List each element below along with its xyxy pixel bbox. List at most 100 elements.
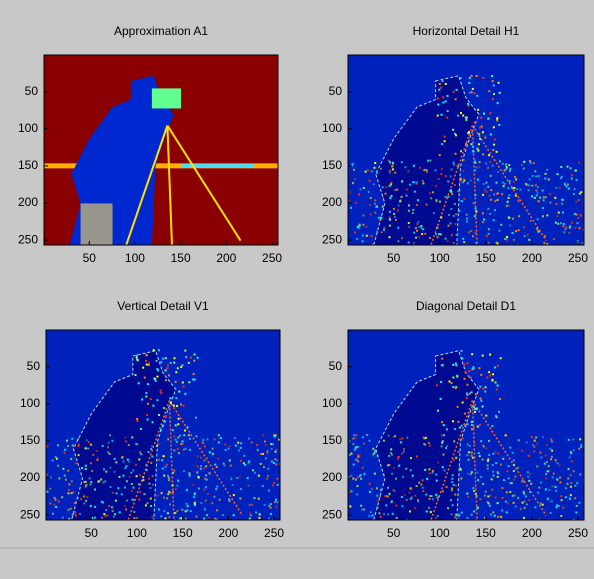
speckle — [263, 503, 266, 506]
speckle — [96, 458, 99, 461]
speckle — [405, 194, 408, 197]
speckle — [545, 473, 548, 476]
speckle — [144, 359, 147, 362]
speckle — [438, 88, 441, 91]
speckle — [437, 495, 440, 498]
speckle — [195, 416, 198, 419]
speckle — [541, 436, 544, 439]
speckle — [203, 508, 206, 511]
speckle — [374, 211, 377, 214]
speckle — [183, 469, 186, 472]
speckle — [523, 492, 526, 495]
speckle — [484, 386, 487, 389]
speckle — [463, 179, 466, 182]
speckle — [492, 470, 495, 473]
speckle — [438, 82, 441, 85]
speckle — [508, 194, 511, 197]
speckle — [528, 479, 531, 482]
speckle — [566, 165, 569, 168]
speckle — [270, 443, 273, 446]
speckle — [394, 188, 397, 191]
speckle — [488, 439, 491, 442]
speckle — [455, 213, 458, 216]
speckle — [488, 454, 491, 457]
speckle — [213, 495, 216, 498]
speckle — [91, 516, 94, 519]
speckle — [492, 148, 495, 151]
speckle — [85, 499, 88, 502]
speckle — [536, 191, 539, 194]
speckle — [62, 467, 65, 470]
speckle — [177, 417, 180, 420]
speckle — [270, 448, 273, 451]
speckle — [399, 200, 402, 203]
speckle — [248, 437, 251, 440]
speckle — [476, 471, 479, 474]
speckle — [374, 162, 377, 165]
speckle — [266, 474, 269, 477]
x-tick-label: 200 — [522, 251, 542, 265]
speckle — [492, 126, 495, 129]
speckle — [53, 503, 56, 506]
speckle — [536, 229, 539, 232]
speckle — [535, 442, 538, 445]
speckle — [391, 161, 394, 164]
speckle — [122, 460, 125, 463]
speckle — [428, 472, 431, 475]
speckle — [239, 459, 242, 462]
speckle — [441, 143, 444, 146]
silhouette — [69, 75, 174, 245]
speckle — [484, 136, 487, 139]
speckle — [509, 168, 512, 171]
speckle — [361, 240, 364, 243]
speckle — [382, 439, 385, 442]
speckle — [105, 470, 108, 473]
speckle — [539, 481, 542, 484]
speckle — [514, 194, 517, 197]
speckle — [468, 91, 471, 94]
speckle — [126, 499, 129, 502]
speckle — [138, 483, 141, 486]
speckle — [215, 466, 218, 469]
speckle — [506, 200, 509, 203]
speckle — [108, 452, 111, 455]
speckle — [470, 230, 473, 233]
speckle — [151, 515, 154, 518]
speckle — [416, 498, 419, 501]
speckle — [440, 445, 443, 448]
speckle — [554, 196, 557, 199]
speckle — [350, 452, 353, 455]
speckle — [459, 468, 462, 471]
speckle — [487, 241, 490, 244]
speckle — [544, 177, 547, 180]
speckle — [148, 477, 151, 480]
speckle — [414, 494, 417, 497]
speckle — [156, 399, 159, 402]
speckle — [354, 437, 357, 440]
speckle — [461, 357, 464, 360]
speckle — [390, 181, 393, 184]
x-tick-label: 100 — [430, 251, 450, 265]
axes-frame — [347, 329, 585, 521]
speckle — [399, 438, 402, 441]
speckle — [578, 227, 581, 230]
speckle — [149, 497, 152, 500]
speckle — [88, 477, 91, 480]
speckle — [168, 490, 171, 493]
speckle — [361, 466, 364, 469]
speckle — [130, 471, 133, 474]
speckle — [369, 511, 372, 514]
speckle — [440, 113, 443, 116]
speckle — [379, 495, 382, 498]
speckle — [380, 216, 383, 219]
speckle — [385, 495, 388, 498]
speckle — [414, 507, 417, 510]
speckle — [441, 364, 444, 367]
speckle — [375, 487, 378, 490]
speckle — [49, 476, 52, 479]
speckle — [546, 168, 549, 171]
speckle — [407, 221, 410, 224]
speckle — [424, 468, 427, 471]
speckle — [451, 477, 454, 480]
speckle — [523, 160, 526, 163]
